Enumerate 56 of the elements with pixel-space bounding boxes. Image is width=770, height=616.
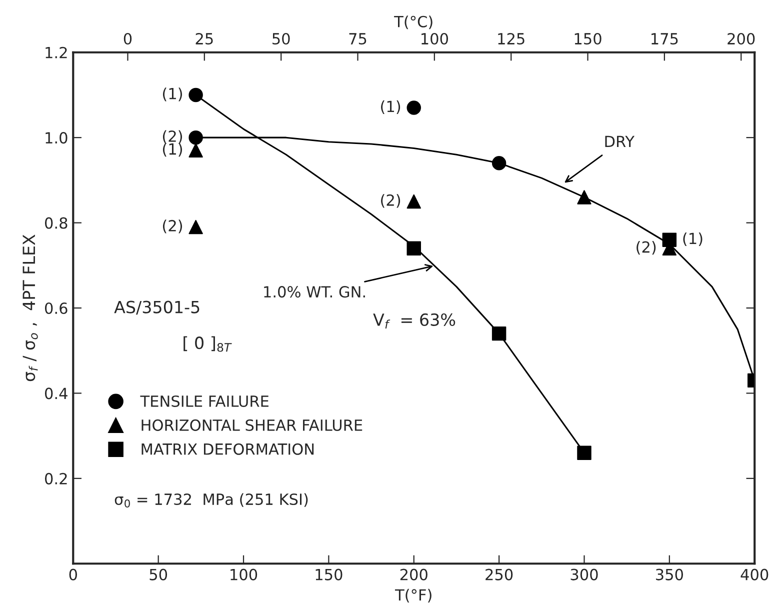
y-tick-label: 0.2 [45,472,67,484]
annotation: (1) [683,232,702,246]
annotation: AS/3501-5 [114,300,200,315]
annotation: (1) [381,100,400,114]
point [492,326,506,341]
annotation: (1) [162,88,182,102]
x2-tick-label: 150 [574,32,602,45]
x2-tick-label: 100 [422,32,448,45]
point [188,220,203,234]
legend-label: HORIZONTAL SHEAR FAILURE [142,419,362,431]
y-axis-title: σ$_{f}$ / σ$_{o}$ , 4PT FLEX [22,234,38,382]
annotation: [ 0 ]$_{8T}$ [184,336,232,352]
x-tick-label: 350 [656,568,683,580]
x-tick-label: 150 [316,568,342,580]
point [188,143,203,158]
point [406,100,421,115]
x2-tick-label: 25 [196,32,213,45]
x2-tick-label: 125 [498,32,524,45]
y-tick-label: 1.2 [46,46,67,58]
point [577,446,592,460]
x-axis-title: T(°F) [394,588,432,602]
x-tick-label: 400 [740,568,768,580]
legend-label: TENSILE FAILURE [140,395,268,407]
y-tick-label: 0.6 [45,302,68,314]
annotation: V$_{f}$ = 63% [373,313,456,328]
legend-label: MATRIX DEFORMATION [142,443,314,455]
x2-axis-title: T(°C) [394,16,432,30]
x-tick-label: 100 [230,568,258,580]
annotation: 1.0% WT. GN. [264,286,365,298]
x2-tick-label: 200 [728,32,755,45]
x-tick-label: 250 [486,568,513,580]
x2-tick-label: 175 [652,33,678,45]
x2-tick-label: 75 [349,33,366,45]
annotation: (2) [162,130,182,144]
x-tick-label: 200 [400,568,428,580]
point [492,156,506,170]
point [406,241,421,256]
point [577,190,592,204]
annotation: DRY [605,136,635,147]
annotation: (2) [162,220,182,234]
point [662,232,677,247]
x-tick-label: 300 [570,568,598,580]
y-tick-label: 1.0 [46,132,68,144]
x-tick-label: 0 [69,568,77,580]
annotation: (1) [162,142,182,157]
annotation: σ$_{0}$ = 1732 MPa (251 KSI) [114,493,308,508]
point [406,194,421,209]
point [188,88,203,102]
annotation: (2) [636,240,656,255]
y-tick-label: 0.8 [45,217,68,229]
annotation: (2) [381,194,400,208]
y-tick-label: 0.4 [45,388,68,400]
x2-tick-label: 0 [124,32,132,45]
x-tick-label: 50 [150,568,168,580]
x2-tick-label: 50 [272,32,290,45]
point [188,130,203,145]
